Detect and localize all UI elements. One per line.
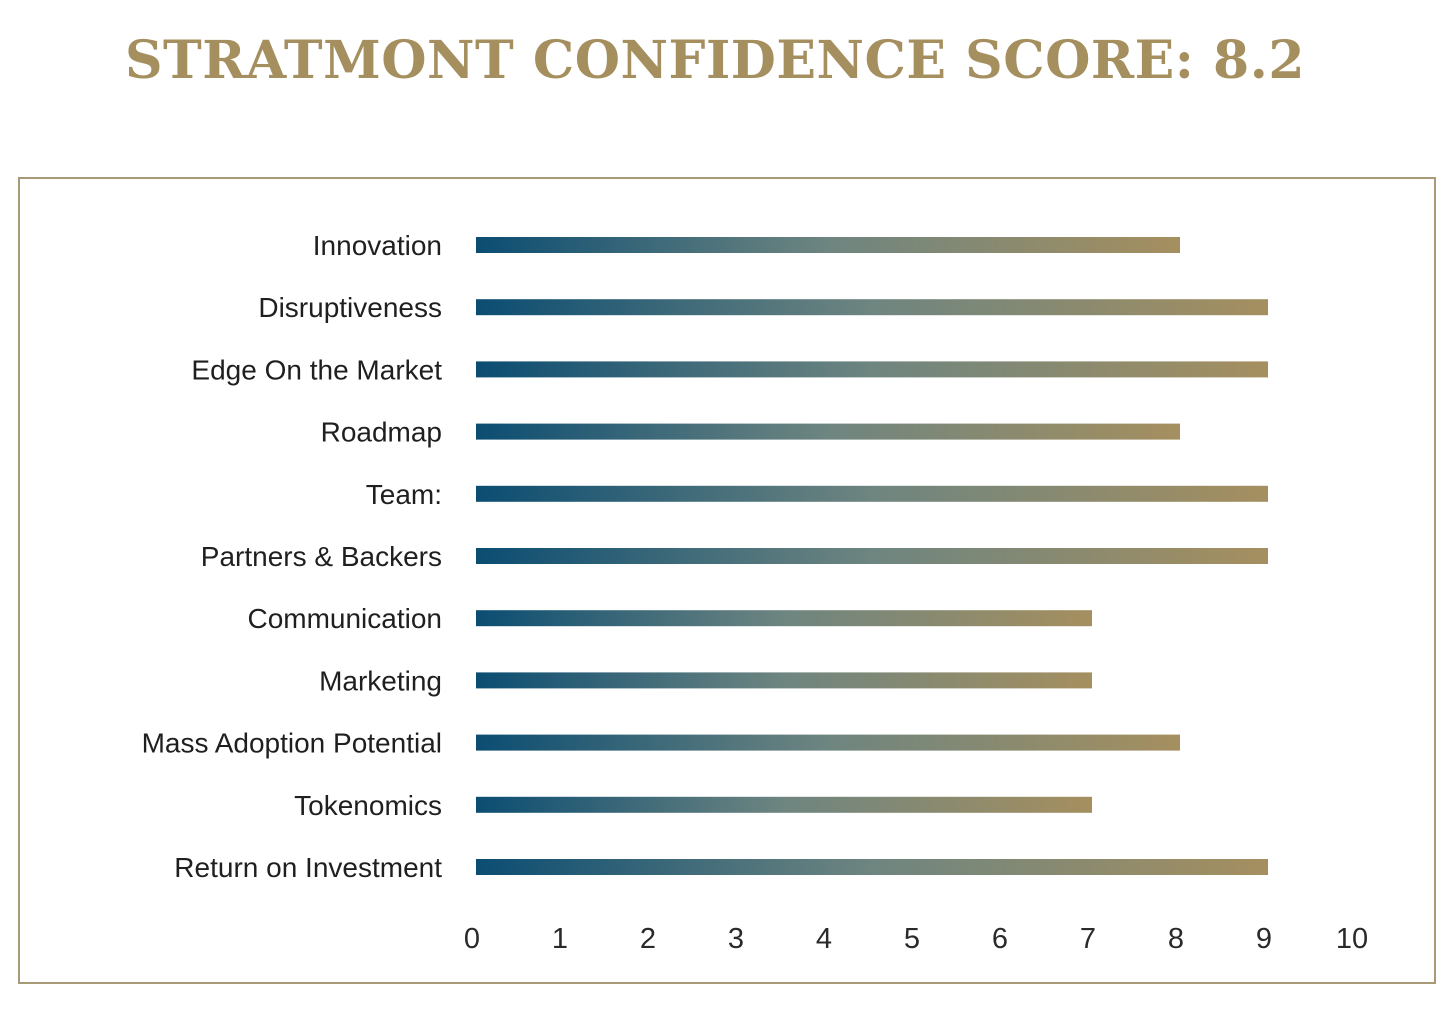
x-tick-label-10: 10	[1336, 923, 1368, 955]
category-label-0: Innovation	[313, 230, 442, 261]
x-tick-label-1: 1	[552, 923, 568, 955]
x-tick-label-3: 3	[728, 923, 744, 955]
category-label-6: Communication	[247, 603, 442, 634]
x-tick-label-4: 4	[816, 923, 832, 955]
x-axis-ticks-layer: 0 1 2 3 4 5 6 7 8 9 10	[464, 923, 1368, 955]
x-tick-label-6: 6	[992, 923, 1008, 955]
bar-9	[476, 796, 1092, 813]
bar-0	[476, 237, 1180, 253]
x-tick-label-9: 9	[1256, 923, 1272, 955]
x-tick-label-0: 0	[464, 923, 480, 955]
bar-5	[476, 548, 1268, 564]
bar-4	[476, 485, 1268, 502]
bar-3	[476, 423, 1180, 440]
x-tick-label-5: 5	[904, 923, 920, 955]
chart-title: STRATMONT CONFIDENCE SCORE: 8.2	[124, 30, 1306, 91]
category-label-2: Edge On the Market	[191, 354, 442, 385]
bar-2	[476, 361, 1268, 378]
bar-10	[476, 859, 1268, 875]
category-label-10: Return on Investment	[174, 852, 442, 883]
category-label-1: Disruptiveness	[258, 292, 442, 323]
x-tick-label-8: 8	[1168, 923, 1184, 955]
bar-8	[476, 734, 1180, 751]
bar-7	[476, 672, 1092, 689]
bars-layer	[476, 237, 1268, 875]
category-label-8: Mass Adoption Potential	[142, 728, 442, 759]
x-tick-label-7: 7	[1080, 923, 1096, 955]
category-label-5: Partners & Backers	[201, 541, 442, 572]
category-labels-layer: Innovation Disruptiveness Edge On the Mark…	[142, 230, 443, 883]
category-label-3: Roadmap	[321, 417, 442, 448]
x-tick-label-2: 2	[640, 923, 656, 955]
category-label-9: Tokenomics	[294, 790, 442, 821]
category-label-7: Marketing	[319, 665, 442, 696]
bar-1	[476, 299, 1268, 316]
bar-6	[476, 610, 1092, 627]
category-label-4: Team:	[366, 479, 442, 510]
